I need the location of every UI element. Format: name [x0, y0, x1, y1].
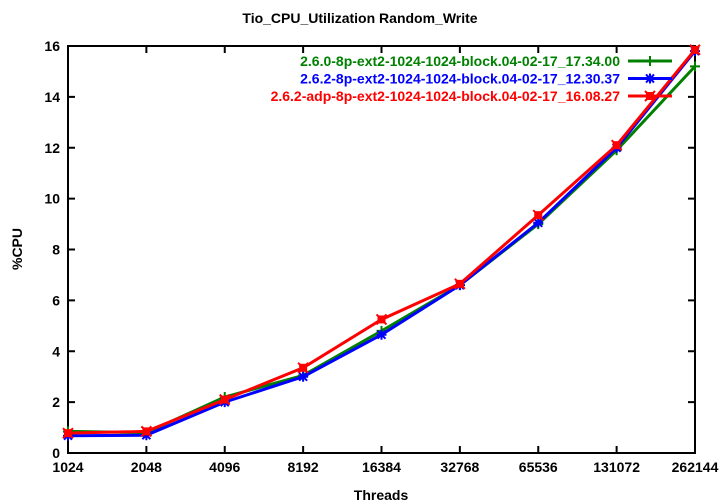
y-tick-label: 8 [52, 242, 60, 258]
y-tick-label: 0 [52, 445, 60, 461]
x-tick-label: 4096 [209, 459, 240, 475]
series-2-marker [534, 211, 543, 220]
series-2-marker [64, 429, 72, 438]
series-line-1 [67, 50, 697, 438]
series-line-2 [67, 48, 697, 435]
series-line-0 [67, 65, 697, 435]
x-tick-label: 131072 [593, 459, 640, 475]
legend-sample-marker-2 [646, 92, 654, 100]
x-tick-label: 16384 [362, 459, 401, 475]
y-axis-title: %CPU [9, 227, 25, 271]
series-1-marker [533, 217, 544, 228]
x-tick-label: 32768 [440, 459, 479, 475]
series-2-marker [455, 279, 464, 288]
series-0-marker [690, 61, 700, 72]
y-tick-label: 10 [44, 191, 60, 207]
y-tick-label: 16 [44, 38, 60, 54]
y-tick-label: 6 [52, 292, 60, 308]
x-tick-label: 262144 [672, 459, 719, 475]
series-2-marker [691, 45, 699, 54]
series-1-marker [376, 329, 387, 340]
y-tick-label: 14 [44, 89, 60, 105]
legend-label-1: 2.6.2-8p-ext2-1024-1024-block.04-02-17_1… [300, 71, 620, 87]
legend-label-2: 2.6.2-adp-8p-ext2-1024-1024-block.04-02-… [271, 88, 621, 104]
y-tick-label: 12 [44, 140, 60, 156]
x-tick-label: 8192 [288, 459, 319, 475]
legend-sample-marker-1 [645, 73, 655, 84]
series-2-marker [612, 141, 621, 150]
y-tick-label: 4 [52, 343, 60, 359]
legend-label-0: 2.6.0-8p-ext2-1024-1024-block.04-02-17_1… [300, 53, 620, 69]
x-tick-label: 65536 [519, 459, 558, 475]
x-axis-title: Threads [353, 487, 409, 503]
chart-title: Tio_CPU_Utilization Random_Write [242, 10, 478, 26]
y-tick-label: 2 [52, 394, 60, 410]
series-2-marker [220, 395, 229, 404]
plot-border [67, 45, 696, 454]
series-2-marker [377, 315, 386, 324]
x-tick-label: 1024 [52, 459, 83, 475]
series-1-marker [298, 371, 309, 382]
series-2-marker [142, 427, 151, 436]
legend-sample-marker-0 [645, 56, 655, 66]
x-tick-label: 2048 [131, 459, 162, 475]
series-2-marker [299, 363, 308, 372]
